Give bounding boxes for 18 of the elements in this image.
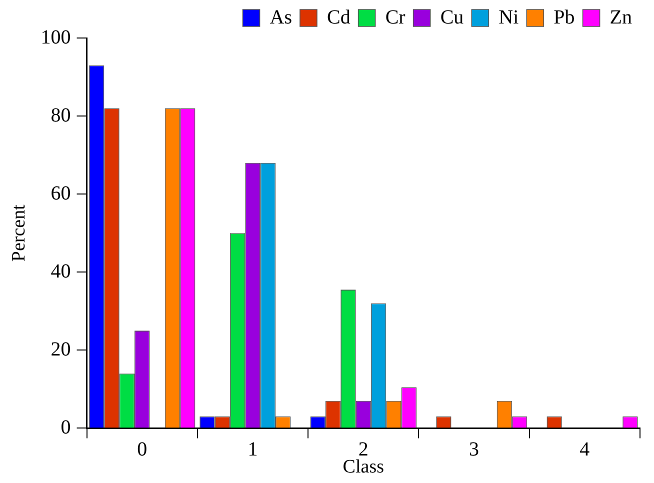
legend-label: Cu (440, 6, 464, 28)
legend-label: Pb (554, 6, 575, 28)
x-tick-label: 1 (248, 438, 258, 460)
x-tick-label: 4 (580, 438, 590, 460)
x-tick-label: 3 (469, 438, 480, 460)
y-axis-title: Percent (8, 204, 30, 262)
legend-label: Zn (610, 6, 632, 28)
legend-label: Cd (326, 6, 350, 28)
y-tick-label: 20 (50, 338, 71, 360)
x-tick-label: 0 (137, 438, 148, 460)
y-tick-label: 40 (50, 260, 71, 282)
y-tick-label: 80 (50, 104, 71, 126)
legend-label: Cr (385, 6, 406, 28)
y-tick-label: 0 (60, 416, 71, 438)
y-tick-label: 100 (40, 26, 71, 48)
legend-label: As (270, 6, 292, 28)
y-tick-label: 60 (50, 182, 71, 204)
legend-label: Ni (498, 6, 520, 28)
